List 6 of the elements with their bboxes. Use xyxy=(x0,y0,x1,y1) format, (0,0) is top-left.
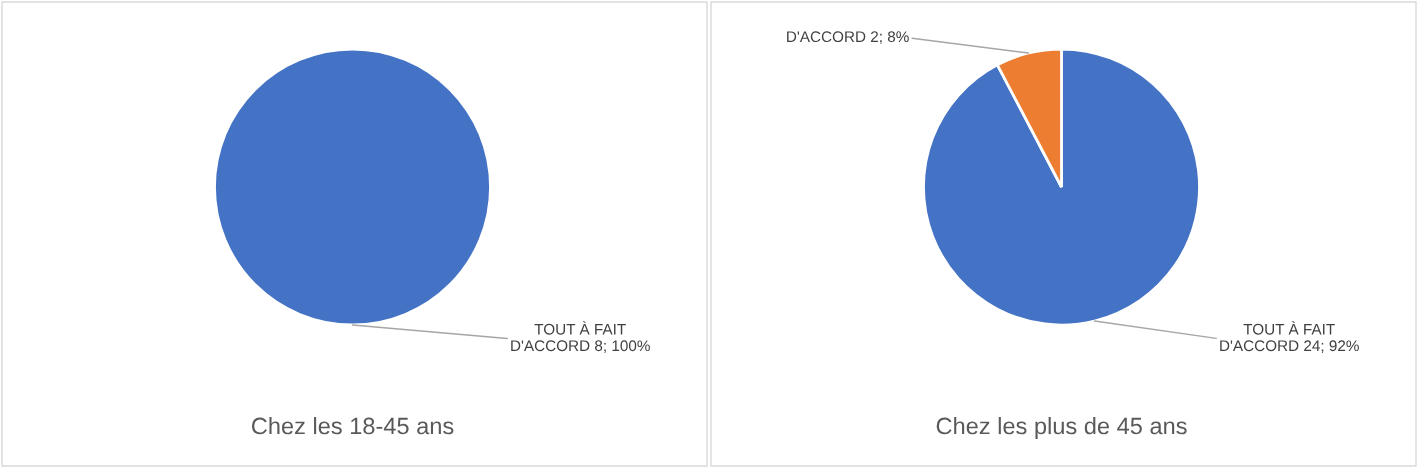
slice-label: TOUT À FAIT D'ACCORD 8; 100% xyxy=(511,321,650,353)
slice-label: TOUT À FAIT D'ACCORD 24; 92% xyxy=(1220,321,1359,353)
text: Chez les plus de 45 ans xyxy=(936,416,1187,439)
slice-label: D'ACCORD 2; 8% xyxy=(787,31,909,44)
pie-slice xyxy=(922,47,1201,327)
text: Chez les 18-45 ans xyxy=(251,416,454,435)
